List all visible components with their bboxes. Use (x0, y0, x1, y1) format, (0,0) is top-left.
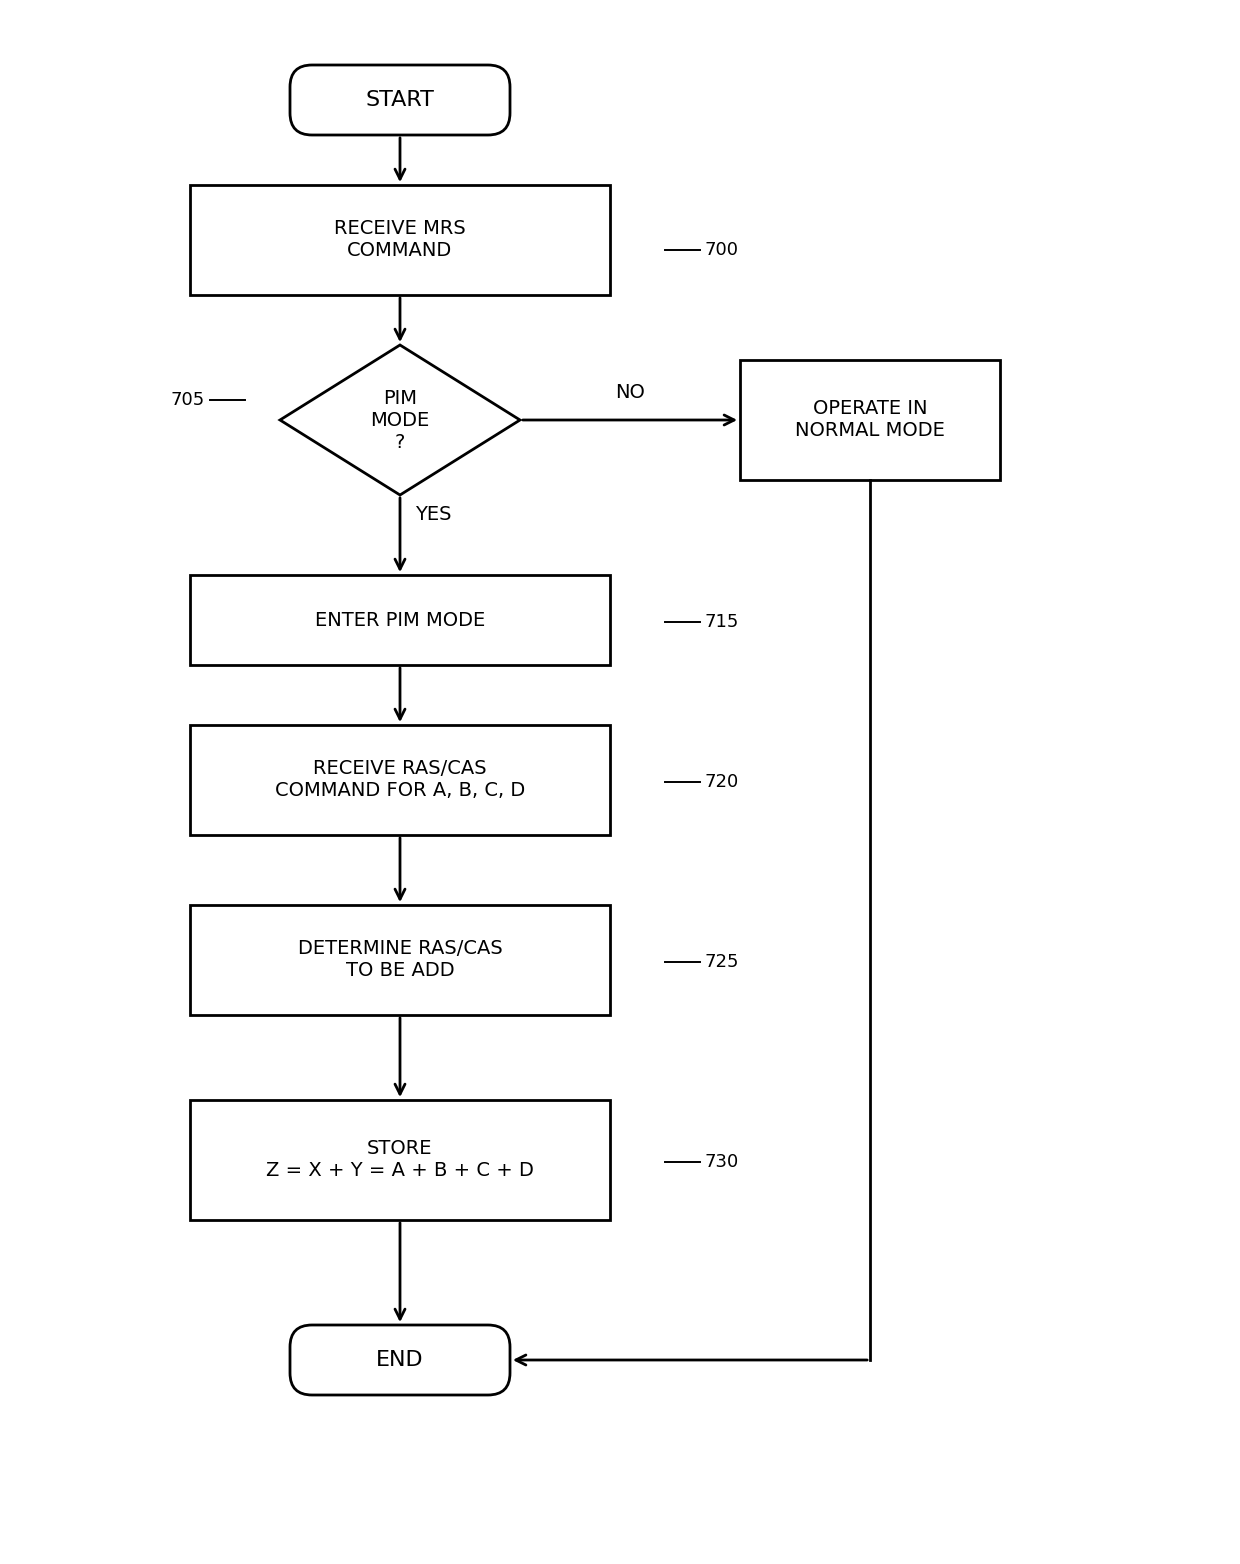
Text: 730: 730 (706, 1153, 739, 1171)
Text: END: END (376, 1350, 424, 1370)
Text: 725: 725 (706, 952, 739, 971)
FancyBboxPatch shape (290, 66, 510, 135)
Text: RECEIVE MRS
COMMAND: RECEIVE MRS COMMAND (334, 219, 466, 261)
Text: 700: 700 (706, 241, 739, 260)
Text: NO: NO (615, 383, 645, 402)
Text: PIM
MODE
?: PIM MODE ? (371, 388, 429, 452)
Text: 715: 715 (706, 613, 739, 630)
Text: START: START (366, 91, 434, 109)
Bar (190, 185, 610, 296)
Text: 720: 720 (706, 773, 739, 791)
Text: ENTER PIM MODE: ENTER PIM MODE (315, 610, 485, 629)
Bar (190, 1099, 610, 1220)
Text: DETERMINE RAS/CAS
TO BE ADD: DETERMINE RAS/CAS TO BE ADD (298, 940, 502, 981)
Text: STORE
Z = X + Y = A + B + C + D: STORE Z = X + Y = A + B + C + D (267, 1140, 534, 1181)
Bar (740, 360, 999, 480)
Bar (190, 576, 610, 665)
Text: YES: YES (415, 505, 451, 524)
Bar (190, 906, 610, 1015)
Text: 705: 705 (171, 391, 205, 410)
Polygon shape (280, 346, 520, 494)
FancyBboxPatch shape (290, 1325, 510, 1395)
Text: RECEIVE RAS/CAS
COMMAND FOR A, B, C, D: RECEIVE RAS/CAS COMMAND FOR A, B, C, D (275, 760, 525, 801)
Text: OPERATE IN
NORMAL MODE: OPERATE IN NORMAL MODE (795, 399, 945, 441)
Bar (190, 726, 610, 835)
